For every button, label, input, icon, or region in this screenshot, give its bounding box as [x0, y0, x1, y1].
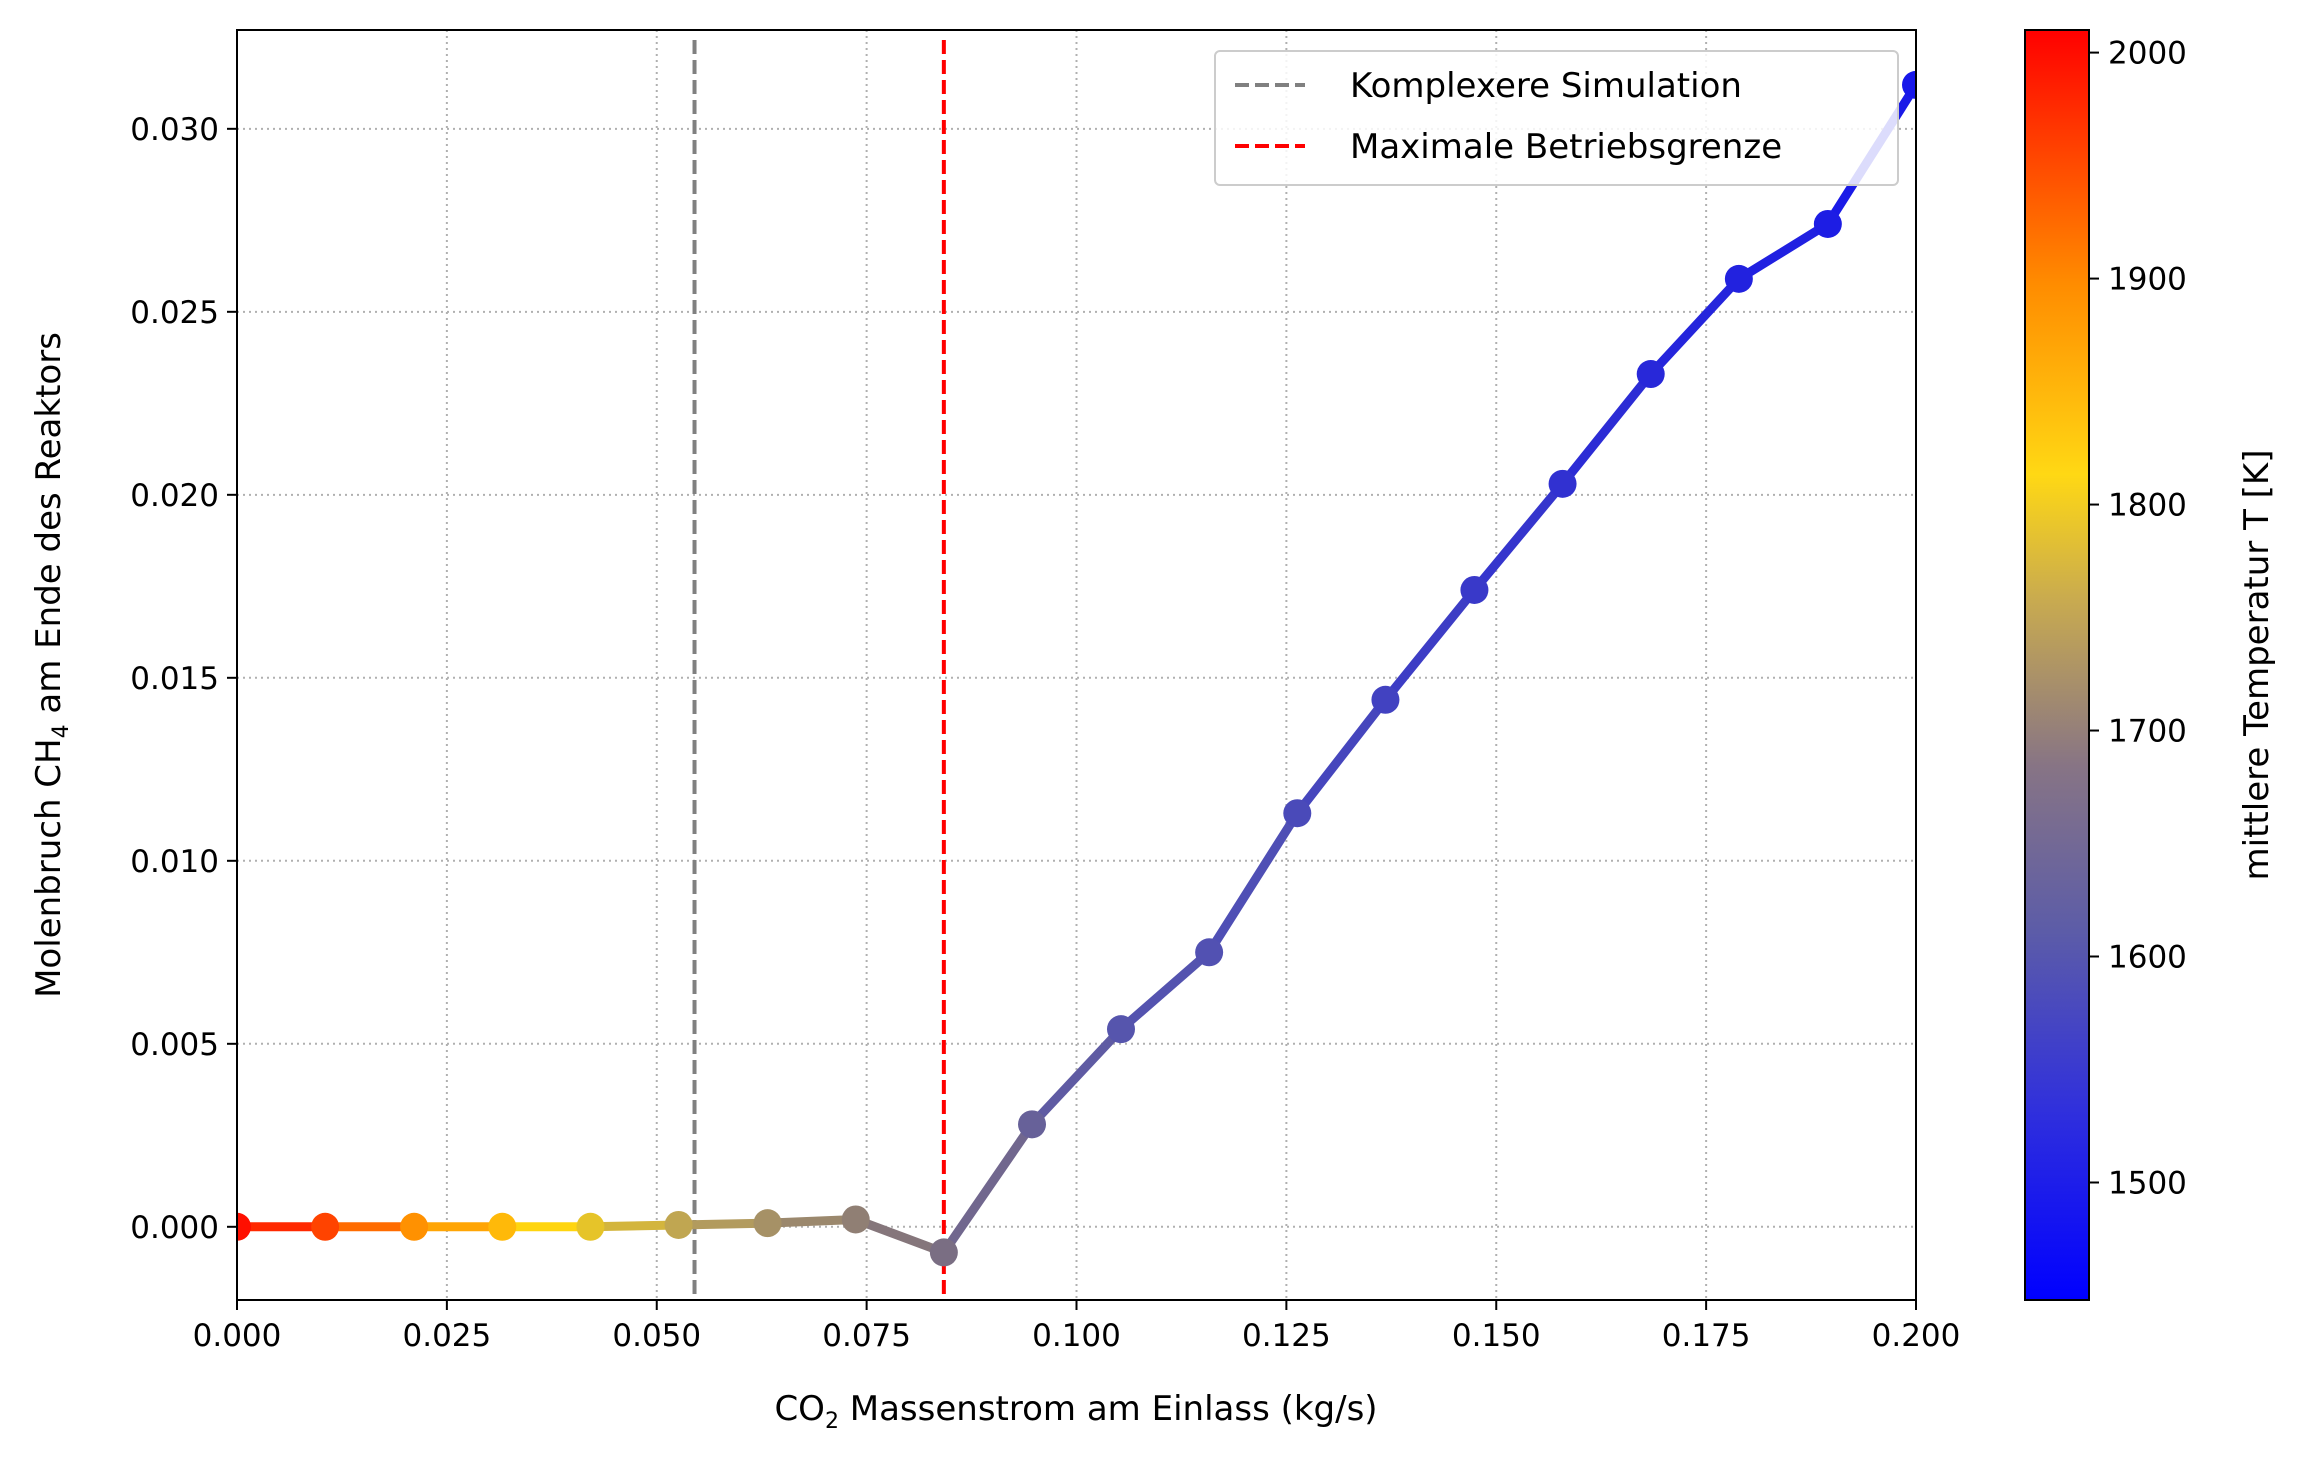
data-point-group	[237, 70, 1916, 1267]
series-segment	[1292, 695, 1390, 818]
x-axis-ticks: 0.000 0.025 0.050 0.075 0.100 0.125 0.150 0.175…	[193, 1300, 1961, 1354]
data-point	[1724, 264, 1753, 293]
x-tick-label: 0.050	[612, 1318, 701, 1354]
data-point	[311, 1212, 340, 1241]
data-point	[1636, 360, 1665, 389]
data-point	[1813, 209, 1842, 238]
series-segment	[1204, 808, 1302, 957]
data-point	[237, 1212, 251, 1241]
series-segment	[1734, 219, 1833, 284]
y-axis-ticks: 0.000 0.005 0.010 0.015 0.020 0.025 0.030	[130, 112, 237, 1246]
x-tick-label: 0.000	[193, 1318, 282, 1354]
colorbar-ticks: 1500 1600 1700 1800 1900 2000	[2089, 36, 2187, 1201]
data-point	[1548, 469, 1577, 498]
colorbar-tick-label: 2000	[2108, 36, 2187, 72]
x-tick-label: 0.025	[403, 1318, 492, 1354]
colorbar-tick-label: 1600	[2108, 940, 2187, 976]
y-tick-label: 0.030	[130, 112, 219, 148]
data-point	[1106, 1015, 1135, 1044]
x-tick-label: 0.150	[1452, 1318, 1541, 1354]
series-segment	[1116, 947, 1214, 1034]
grid-lines	[236, 30, 1917, 1300]
colorbar: 1500 1600 1700 1800 1900 2000 mittlere Temper…	[2024, 29, 2277, 1301]
plot-frame	[236, 29, 1917, 1301]
data-point	[1902, 70, 1916, 99]
y-tick-label: 0.015	[130, 661, 219, 697]
data-point	[664, 1210, 693, 1239]
data-point	[841, 1205, 870, 1234]
series-segment	[939, 1119, 1037, 1257]
series-segment	[1027, 1024, 1126, 1129]
data-point	[488, 1212, 517, 1241]
legend-label-komplexere-simulation: Komplexere Simulation	[1350, 66, 1742, 106]
x-tick-label: 0.125	[1242, 1318, 1331, 1354]
series-segment	[851, 1214, 949, 1257]
data-points	[237, 70, 1916, 1267]
data-point	[929, 1238, 958, 1267]
series-segment	[585, 1220, 684, 1232]
y-tick-label: 0.000	[130, 1210, 219, 1246]
data-point	[1195, 938, 1224, 967]
colorbar-tick-label: 1500	[2108, 1165, 2187, 1201]
x-axis-label: CO2 Massenstrom am Einlass (kg/s)	[774, 1389, 1377, 1434]
x-tick-label: 0.100	[1032, 1318, 1121, 1354]
legend-label-maximale-betriebsgrenze: Maximale Betriebsgrenze	[1350, 127, 1782, 167]
series-segment	[1558, 369, 1656, 489]
series-segment	[1646, 274, 1744, 379]
data-point	[576, 1212, 605, 1241]
y-tick-label: 0.025	[130, 295, 219, 331]
data-point	[753, 1209, 782, 1238]
x-tick-label: 0.075	[822, 1318, 911, 1354]
series-segment	[674, 1218, 773, 1230]
vertical-reference-lines	[692, 40, 946, 1300]
data-point	[1018, 1110, 1047, 1139]
y-tick-label: 0.005	[130, 1027, 219, 1063]
x-tick-label: 0.200	[1872, 1318, 1961, 1354]
data-point	[1283, 799, 1312, 828]
series-segment	[763, 1214, 861, 1228]
data-series	[237, 80, 1916, 1257]
colorbar-gradient	[2024, 29, 2090, 1301]
colorbar-tick-label: 1900	[2108, 262, 2187, 298]
data-point	[1371, 685, 1400, 714]
colorbar-label: mittlere Temperatur T [K]	[2237, 450, 2277, 881]
data-point	[400, 1212, 429, 1241]
colorbar-tick-label: 1700	[2108, 714, 2187, 750]
x-tick-label: 0.175	[1662, 1318, 1751, 1354]
y-tick-label: 0.010	[130, 844, 219, 880]
y-axis-label: Molenbruch CH4 am Ende des Reaktors	[29, 332, 74, 998]
colorbar-tick-label: 1800	[2108, 488, 2187, 524]
legend-box	[1214, 50, 1899, 186]
series-segment	[1380, 585, 1479, 705]
data-point	[1460, 575, 1489, 604]
legend: Komplexere Simulation Maximale Betriebsg…	[1214, 50, 1899, 186]
series-segment	[1469, 479, 1568, 595]
y-tick-label: 0.020	[130, 478, 219, 514]
